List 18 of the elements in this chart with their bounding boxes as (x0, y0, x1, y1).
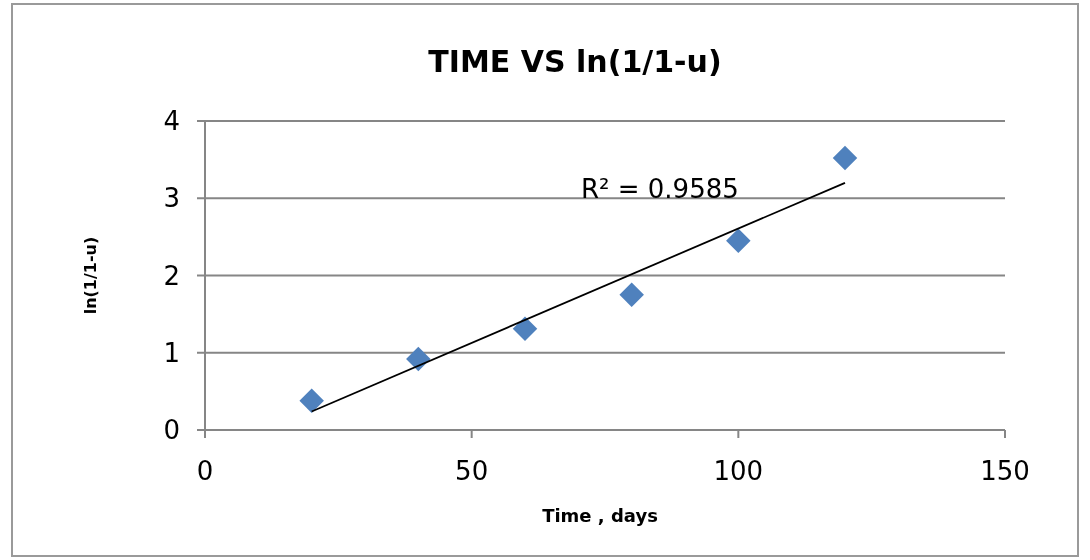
y-tick-label: 4 (163, 106, 180, 137)
point (726, 228, 751, 253)
point (299, 388, 324, 413)
y-axis-title: ln(1/1-u) (81, 236, 100, 315)
y-tick-label: 3 (163, 183, 180, 214)
point (512, 316, 538, 342)
y-tick-label: 0 (163, 415, 180, 446)
x-tick-label: 0 (196, 456, 214, 486)
chart-title: TIME VS ln(1/1-u) (428, 44, 722, 79)
point (832, 145, 858, 171)
x-tick-label: 100 (713, 456, 764, 486)
point (619, 282, 644, 308)
y-tick-label: 2 (163, 260, 180, 291)
y-tick-label: 1 (163, 337, 180, 368)
x-axis-title: Time , days (542, 505, 658, 526)
x-tick-label: 50 (455, 456, 489, 486)
x-tick-label: 150 (980, 456, 1030, 486)
annotation: R² = 0.9585 (581, 174, 739, 204)
